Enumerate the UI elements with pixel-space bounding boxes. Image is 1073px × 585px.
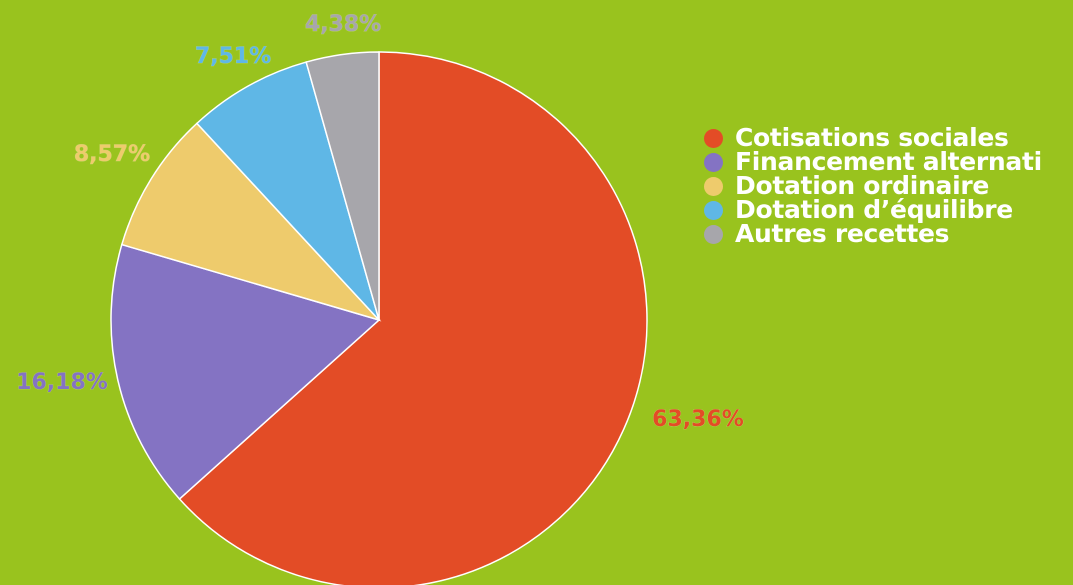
data-label: 16,18% bbox=[16, 370, 108, 395]
legend-swatch bbox=[704, 200, 723, 220]
legend-item: Dotation d’équilibre bbox=[704, 195, 1073, 224]
legend-label: Autres recettes bbox=[735, 219, 950, 246]
legend: Cotisations sociales Financement alterna… bbox=[704, 126, 1073, 246]
pie-slice bbox=[120, 122, 382, 322]
data-label: 7,51% bbox=[195, 44, 271, 69]
legend-swatch bbox=[704, 152, 723, 172]
data-label: 4,38% bbox=[305, 12, 381, 37]
data-label: 8,57% bbox=[74, 142, 150, 167]
legend-swatch bbox=[704, 176, 723, 196]
legend-item: Cotisations sociales bbox=[704, 126, 1073, 150]
pie-slice bbox=[178, 51, 648, 585]
legend-label: Cotisations sociales bbox=[735, 126, 1009, 152]
pie-slice bbox=[110, 243, 381, 501]
data-label: 63,36% bbox=[652, 407, 744, 432]
legend-item: Financement alternati bbox=[704, 147, 1073, 176]
legend-label: Dotation ordinaire bbox=[735, 171, 990, 200]
legend-swatch bbox=[704, 224, 723, 244]
legend-item: Dotation ordinaire bbox=[704, 171, 1073, 200]
pie-slice bbox=[305, 51, 380, 321]
legend-label: Dotation d’équilibre bbox=[735, 195, 1013, 224]
legend-item: Autres recettes bbox=[704, 219, 1073, 246]
legend-swatch bbox=[704, 128, 723, 148]
pie-slice bbox=[195, 61, 380, 321]
legend-label: Financement alternati bbox=[735, 147, 1042, 176]
